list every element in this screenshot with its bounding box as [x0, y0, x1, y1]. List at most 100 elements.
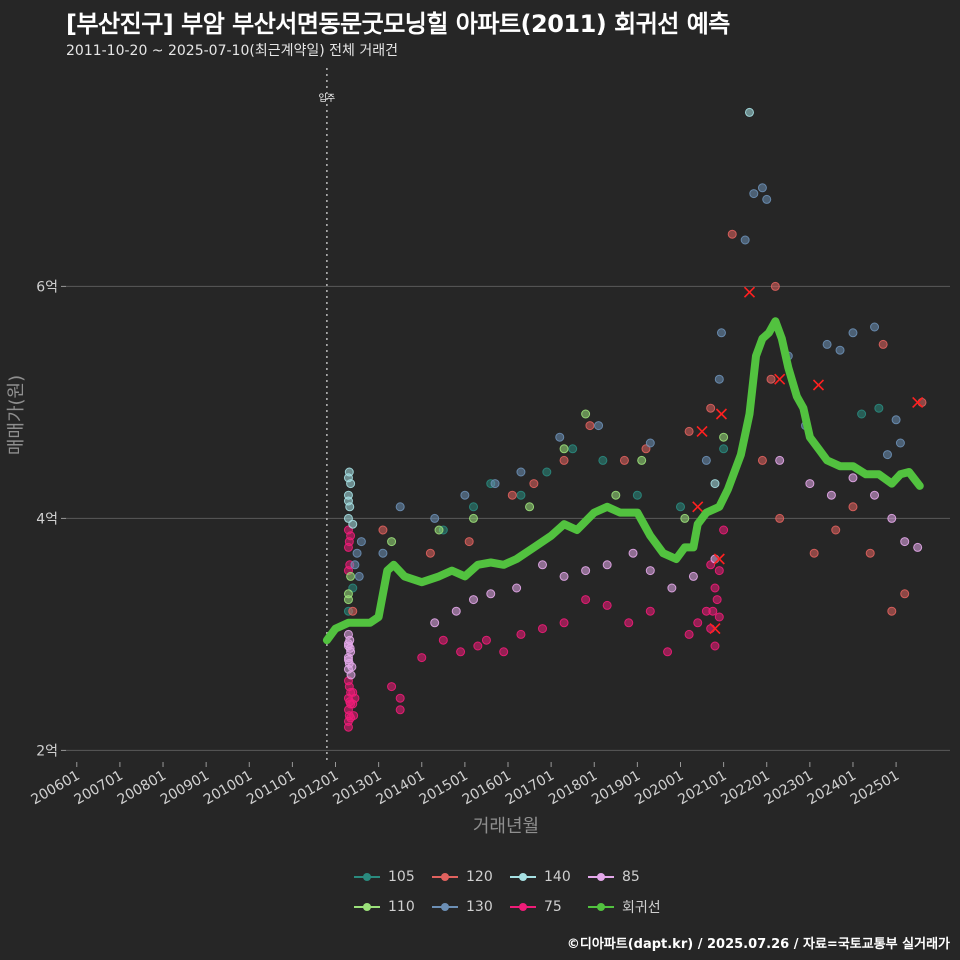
data-point-120: [766, 374, 776, 384]
data-point-85: [581, 566, 591, 576]
data-point-110: [343, 589, 353, 599]
data-point-120: [770, 281, 780, 291]
data-point-75: [684, 629, 694, 639]
cancel-marker: [715, 408, 728, 420]
data-point-105: [542, 467, 552, 477]
data-point-85: [469, 595, 479, 605]
data-point-130: [460, 490, 470, 500]
y-tick-label: 4억: [36, 511, 58, 527]
data-point-75: [387, 682, 397, 692]
data-point-85: [688, 571, 698, 581]
data-point-85: [913, 542, 923, 552]
data-point-75: [714, 566, 724, 576]
cancel-marker: [912, 396, 924, 408]
cancel-x-stroke: [774, 373, 786, 385]
data-point-85: [343, 629, 353, 639]
grid-layer: [66, 68, 950, 762]
data-point-75: [456, 647, 466, 657]
data-point-120: [831, 525, 841, 535]
legend-swatch: [352, 870, 382, 884]
x-tick-label: 202301: [762, 768, 816, 809]
data-point-120: [464, 537, 474, 547]
data-point-105: [568, 444, 578, 454]
cancel-x-stroke: [709, 623, 721, 635]
data-point-85: [346, 670, 356, 680]
data-point-130: [762, 194, 772, 204]
data-point-120: [727, 229, 737, 239]
data-point-105: [598, 455, 608, 465]
data-point-120: [809, 548, 819, 558]
x-tick-label: 200901: [158, 768, 212, 809]
x-tick-label: 201301: [330, 768, 384, 809]
cancel-x-stroke: [743, 286, 756, 298]
cancel-x-stroke: [812, 379, 825, 391]
data-point-130: [714, 374, 724, 384]
regression-line: [322, 317, 924, 645]
x-tick-label: 201901: [589, 768, 643, 809]
x-tick-label: 201101: [244, 768, 298, 809]
legend-swatch: [352, 900, 382, 914]
data-point-130: [352, 548, 362, 558]
data-point-130: [516, 467, 526, 477]
data-point-130: [354, 571, 364, 581]
data-point-85: [667, 583, 677, 593]
chart-title: [부산진구] 부암 부산서면동문굿모닝힐 아파트(2011) 회귀선 예측: [66, 10, 730, 38]
data-point-75: [481, 635, 491, 645]
legend-label: 85: [622, 869, 640, 885]
data-point-140: [744, 107, 754, 117]
data-point-130: [430, 513, 440, 523]
x-tick-label: 200801: [115, 768, 169, 809]
legend-item-75: 75: [508, 896, 586, 918]
data-point-120: [529, 479, 539, 489]
legend-label: 75: [544, 899, 562, 915]
data-point-75: [350, 693, 360, 703]
legend-swatch-dot: [597, 873, 605, 881]
data-point-75: [645, 606, 655, 616]
data-point-105: [857, 409, 867, 419]
data-point-110: [637, 455, 647, 465]
legend-swatch-dot: [363, 873, 371, 881]
legend-label: 105: [388, 869, 415, 885]
data-point-140: [344, 467, 354, 477]
x-tick-label: 201601: [460, 768, 514, 809]
data-point-110: [525, 502, 535, 512]
data-point-120: [585, 421, 595, 431]
cancel-x-stroke: [696, 425, 708, 437]
data-point-85: [430, 618, 440, 628]
data-point-85: [486, 589, 496, 599]
data-point-120: [706, 403, 716, 413]
x-tick-label: 202201: [718, 768, 772, 809]
data-point-120: [878, 339, 888, 349]
x-axis-title: 거래년월: [473, 816, 539, 837]
data-point-120: [917, 397, 927, 407]
x-tick-label: 201401: [373, 768, 427, 809]
data-point-110: [680, 513, 690, 523]
x-tick-label: 202401: [805, 768, 859, 809]
data-point-130: [350, 560, 360, 570]
data-point-130: [757, 183, 767, 193]
legend-swatch-dot: [441, 873, 449, 881]
data-point-85: [775, 455, 785, 465]
data-point-85: [628, 548, 638, 558]
data-point-120: [348, 606, 358, 616]
data-point-130: [555, 432, 565, 442]
data-point-85: [848, 473, 858, 483]
y-tick-label: 6억: [36, 279, 58, 295]
legend-swatch-dot: [597, 903, 605, 911]
legend-item-140: 140: [508, 866, 586, 888]
legend-item-110: 110: [352, 896, 430, 918]
chart-plot: 2억 4억 6억 2006012007012008012009012010012011…: [6, 68, 950, 837]
cancel-marker: [713, 553, 725, 565]
data-point-130: [870, 322, 880, 332]
data-point-140: [348, 519, 358, 529]
data-point-85: [559, 571, 569, 581]
data-point-85: [887, 513, 897, 523]
data-point-105: [675, 502, 685, 512]
data-point-110: [346, 571, 356, 581]
move-in-label: 입주: [319, 92, 336, 104]
cancel-marker: [743, 286, 756, 298]
cancel-x-stroke: [715, 408, 728, 420]
data-point-105: [516, 490, 526, 500]
data-point-75: [473, 641, 483, 651]
data-point-130: [848, 328, 858, 338]
